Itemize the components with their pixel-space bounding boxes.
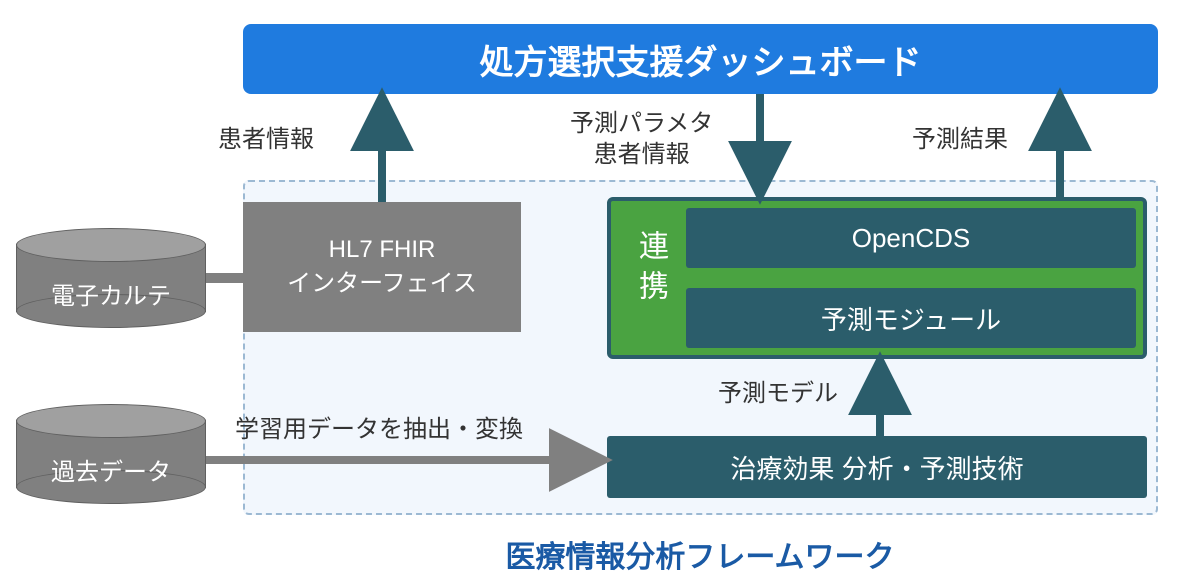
dashboard-label: 処方選択支援ダッシュボード (480, 35, 922, 84)
edge-label-pred-model: 予測モデル (718, 378, 838, 409)
renkei-label: 連携 (628, 230, 672, 310)
predmod-box: 予測モジュール (686, 288, 1136, 348)
edge-label-pred-param-l1: 予測パラメタ (570, 110, 713, 137)
framework-label: 医療情報分析フレームワーク (420, 532, 980, 576)
edge-label-pred-result: 予測結果 (912, 124, 1008, 155)
cylinder-ehr: 電子カルテ (16, 228, 206, 328)
cylinder-ehr-label: 電子カルテ (16, 276, 206, 311)
hl7-label-line1: HL7 FHIR (329, 233, 436, 267)
edge-label-extract: 学習用データを抽出・変換 (235, 414, 523, 445)
cylinder-past: 過去データ (16, 404, 206, 504)
analysis-box: 治療効果 分析・予測技術 (607, 436, 1147, 498)
diagram-canvas: 処方選択支援ダッシュボード HL7 FHIR インターフェイス 連携 OpenC… (0, 0, 1184, 582)
edge-label-patient-info: 患者情報 (218, 124, 314, 155)
opencds-box: OpenCDS (686, 208, 1136, 268)
predmod-label: 予測モジュール (821, 300, 1001, 337)
edge-label-pred-param-l2: 患者情報 (594, 141, 690, 168)
analysis-label: 治療効果 分析・予測技術 (730, 449, 1023, 486)
hl7-label-line2: インターフェイス (287, 267, 477, 301)
edge-label-pred-param: 予測パラメタ 患者情報 (570, 108, 713, 170)
opencds-label: OpenCDS (852, 223, 971, 254)
dashboard-box: 処方選択支援ダッシュボード (243, 24, 1158, 94)
cylinder-past-label: 過去データ (16, 452, 206, 487)
hl7-box: HL7 FHIR インターフェイス (243, 202, 521, 332)
